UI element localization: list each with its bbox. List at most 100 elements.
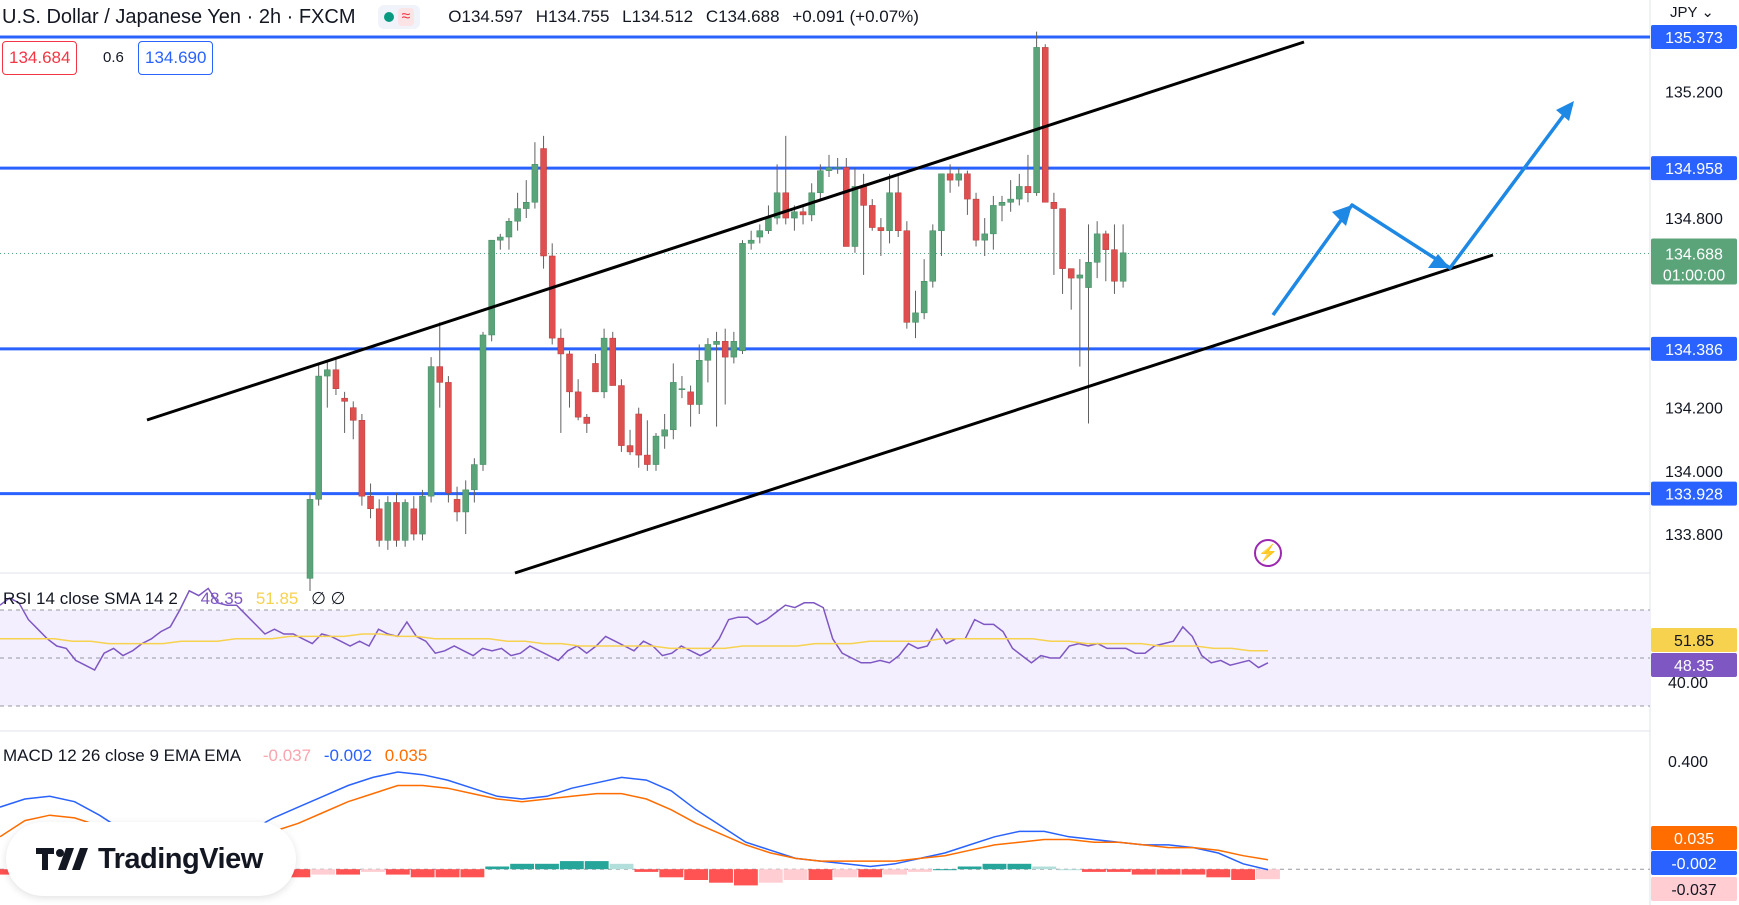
candle	[739, 243, 746, 352]
currency-selector[interactable]: JPY ⌄	[1670, 3, 1714, 21]
tradingview-mark-icon	[36, 848, 88, 870]
lightning-icon[interactable]: ⚡	[1254, 539, 1282, 567]
macd-histogram-bar	[435, 869, 460, 878]
macd-hist-legend-value: -0.037	[262, 746, 312, 765]
candle	[479, 334, 487, 465]
market-status-pill[interactable]: ≈	[377, 5, 421, 29]
macd-histogram-bar	[1256, 869, 1280, 880]
candle	[730, 341, 738, 358]
level-badge-text: 135.373	[1665, 30, 1723, 47]
candle	[523, 202, 530, 209]
forecast-path	[1271, 102, 1574, 317]
tradingview-logo[interactable]: TradingView	[6, 822, 296, 896]
macd-histogram-bar	[361, 869, 385, 872]
candle	[332, 369, 340, 389]
candle	[825, 167, 833, 171]
candle	[670, 382, 677, 431]
rsi-legend[interactable]: RSI 14 close SMA 14 2 48.35 51.85 ∅ ∅	[3, 589, 345, 609]
candle	[713, 341, 720, 345]
candle	[721, 341, 729, 358]
buy-quote-button[interactable]: 134.690	[138, 41, 214, 75]
symbol-title[interactable]: U.S. Dollar / Japanese Yen · 2h · FXCM	[2, 5, 356, 28]
price-tick-label: 133.800	[1665, 527, 1723, 544]
candle	[609, 337, 616, 386]
candle	[635, 413, 642, 456]
macd-legend-value: -0.002	[323, 746, 373, 765]
candle	[583, 416, 591, 424]
ohlc-values: O134.597 H134.755 L134.512 C134.688 +0.0…	[448, 7, 927, 27]
macd-hist-badge-text: -0.037	[1671, 882, 1716, 899]
channel-lower-line	[514, 253, 1494, 575]
candle	[843, 167, 850, 247]
candle	[1067, 268, 1075, 279]
candle	[618, 385, 625, 446]
candle	[514, 208, 521, 222]
chevron-down-icon: ⌄	[1701, 4, 1714, 21]
macd-histogram-bar	[833, 869, 858, 878]
candle	[1085, 262, 1092, 288]
macd-histogram-bar	[1106, 869, 1131, 872]
macd-histogram-bar	[1082, 869, 1106, 872]
candle	[419, 495, 426, 535]
macd-line-badge-text: -0.002	[1671, 856, 1716, 873]
candle	[324, 369, 331, 377]
candle	[1024, 186, 1032, 194]
macd-histogram-bar	[1057, 869, 1082, 871]
candle	[799, 211, 807, 216]
candle	[1111, 249, 1118, 282]
candle	[462, 489, 469, 513]
macd-histogram-bar	[1156, 869, 1181, 875]
candle	[652, 435, 660, 465]
candle	[661, 429, 668, 437]
candle	[592, 363, 599, 393]
brand-name: TradingView	[98, 842, 263, 875]
sell-quote-button[interactable]: 134.684	[2, 41, 78, 75]
candle	[410, 508, 418, 535]
macd-histogram-bar	[0, 869, 12, 875]
candle	[540, 148, 547, 257]
candle	[427, 366, 435, 497]
candle	[306, 499, 314, 579]
macd-histogram-bar	[485, 866, 510, 870]
price-tick-label: 134.000	[1665, 464, 1723, 481]
macd-histogram-bar	[535, 863, 559, 870]
macd-histogram-bar	[957, 866, 982, 870]
change-value: +0.091 (+0.07%)	[792, 7, 919, 26]
candle	[817, 170, 824, 194]
rsi-tick-label: 40.00	[1668, 675, 1708, 692]
macd-histogram-bar	[510, 863, 535, 870]
level-badge	[1651, 481, 1737, 506]
macd-histogram-bar	[808, 869, 833, 880]
candle	[886, 192, 893, 231]
candle	[678, 388, 686, 390]
level-badge-text: 134.958	[1665, 161, 1723, 178]
rsi-sma-badge	[1651, 628, 1737, 652]
candle	[791, 211, 798, 219]
candle	[1050, 202, 1058, 209]
candle	[367, 495, 374, 510]
candle	[1016, 186, 1023, 200]
macd-signal-badge	[1651, 826, 1737, 850]
macd-signal-legend-value: 0.035	[384, 746, 428, 765]
approx-wave-icon: ≈	[397, 8, 415, 26]
candle	[756, 230, 764, 238]
candle	[358, 420, 366, 497]
forecast-arrowhead	[1428, 254, 1450, 268]
rsi-sma-badge-text: 51.85	[1674, 633, 1714, 650]
candle	[384, 502, 392, 541]
macd-signal-badge-text: 0.035	[1674, 831, 1714, 848]
candle	[401, 502, 409, 541]
price-tick-label: 134.200	[1665, 401, 1723, 418]
macd-legend[interactable]: MACD 12 26 close 9 EMA EMA -0.037 -0.002…	[3, 746, 427, 766]
macd-histogram-bar	[907, 869, 932, 872]
macd-histogram-bar	[1131, 869, 1156, 875]
candle	[955, 173, 962, 181]
macd-histogram-bar	[460, 869, 485, 878]
macd-hist-badge	[1651, 877, 1737, 901]
candle	[696, 360, 703, 405]
rsi-badge	[1651, 653, 1737, 677]
rsi-line	[0, 587, 1269, 671]
macd-histogram-bar	[709, 869, 733, 883]
low-value: L134.512	[622, 7, 694, 26]
